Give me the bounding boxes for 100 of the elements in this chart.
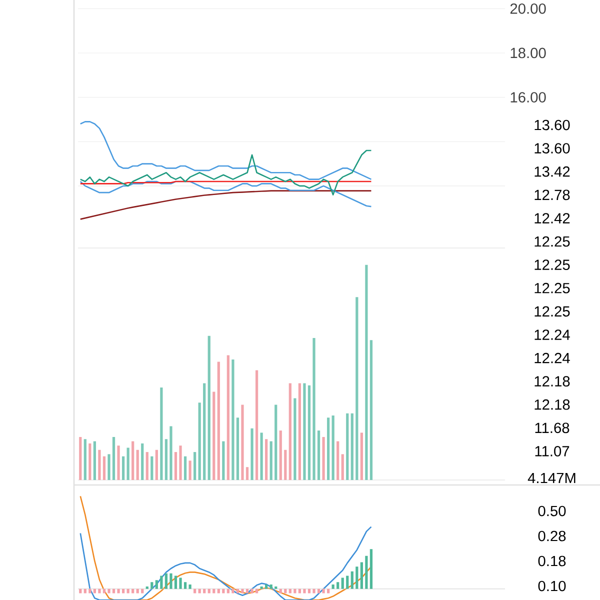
bar [141, 443, 144, 480]
bar [98, 588, 101, 594]
bar [288, 588, 292, 594]
bar [102, 456, 106, 480]
bar [84, 588, 86, 594]
bar [326, 588, 330, 594]
text: 12.25 [534, 282, 570, 294]
bar [141, 588, 144, 594]
bar [208, 588, 210, 594]
bar [108, 588, 110, 594]
bar [79, 588, 82, 594]
bar [126, 588, 130, 594]
bar [360, 432, 363, 480]
bar [303, 383, 306, 480]
bar [208, 336, 210, 480]
bar [317, 588, 320, 594]
bar [294, 588, 296, 594]
bar [184, 582, 187, 589]
text: 12.25 [534, 306, 570, 317]
bar [308, 588, 311, 594]
bar [270, 441, 272, 480]
bar [184, 456, 187, 480]
bar [279, 430, 282, 480]
bar [88, 443, 92, 480]
text: 11.68 [535, 422, 570, 434]
bar [341, 454, 344, 480]
bar [356, 297, 358, 480]
bar [117, 588, 120, 594]
bar [308, 385, 311, 480]
bar [93, 441, 96, 480]
bar [312, 588, 316, 594]
bar [241, 404, 244, 480]
bar [298, 383, 302, 480]
bar [317, 430, 320, 480]
bar [370, 549, 373, 589]
text: 13.60 [534, 143, 570, 154]
bar [322, 588, 325, 594]
bar [102, 588, 106, 594]
text: 12.24 [534, 330, 570, 340]
bar [336, 582, 340, 589]
bar [284, 450, 287, 480]
bar [155, 580, 158, 589]
bar [255, 370, 258, 480]
bar [122, 588, 125, 594]
bar [260, 586, 263, 589]
bar [341, 578, 344, 589]
bar [132, 441, 134, 480]
bar [284, 588, 287, 594]
bar [241, 588, 244, 594]
bar [194, 588, 196, 594]
bar [164, 439, 168, 480]
bar [336, 441, 340, 480]
bar [250, 588, 254, 594]
text: 12.24 [534, 352, 570, 364]
bar [294, 398, 296, 480]
bar [112, 588, 116, 594]
y-tick-label: 16.00 [510, 92, 546, 102]
bar [265, 584, 268, 589]
text: 0.10 [538, 580, 566, 592]
bar [155, 450, 158, 480]
text: 12.18 [534, 376, 570, 386]
bar [303, 588, 306, 594]
bar [126, 448, 130, 480]
bar [370, 340, 373, 480]
bar [260, 432, 263, 480]
bar [136, 588, 139, 594]
bar [174, 576, 178, 589]
bar [93, 588, 96, 594]
bar [174, 452, 178, 480]
text: 0.18 [538, 556, 566, 566]
bar [365, 264, 368, 480]
bar [274, 586, 278, 589]
text: 11.07 [535, 446, 570, 456]
bar [265, 439, 268, 480]
bar [212, 588, 216, 594]
bar [312, 338, 316, 480]
bar [236, 418, 240, 480]
text: 12.42 [534, 213, 570, 224]
text: 13.42 [534, 166, 570, 177]
bar [346, 576, 349, 589]
bar [226, 355, 230, 480]
bar [160, 388, 163, 480]
bar [226, 588, 230, 594]
bar [288, 383, 292, 480]
bar [179, 578, 182, 589]
bar [365, 556, 368, 589]
bar [198, 588, 201, 594]
text: 12.78 [534, 190, 570, 200]
bar [108, 454, 110, 480]
text: 12.18 [534, 399, 570, 410]
bar [279, 588, 282, 594]
bar [203, 588, 206, 594]
bar [188, 460, 192, 480]
bar [170, 426, 172, 480]
bar [236, 588, 240, 594]
bar [132, 588, 134, 594]
bar [170, 573, 172, 589]
bar [217, 362, 220, 480]
text: 13.60 [534, 120, 570, 130]
bar [232, 360, 234, 480]
